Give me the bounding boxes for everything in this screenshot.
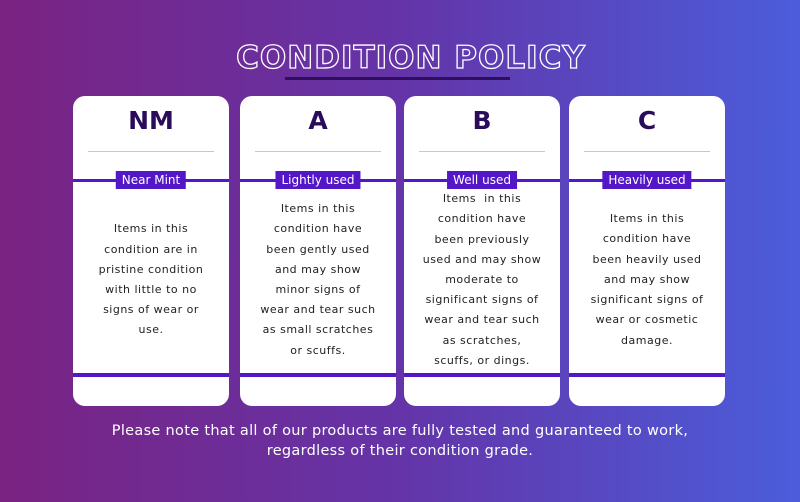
description-line: used and may show bbox=[422, 252, 542, 266]
title-svg: CONDITION POLICY bbox=[236, 39, 586, 76]
description-line: and may show bbox=[603, 272, 691, 286]
bottom-band bbox=[569, 373, 725, 377]
label: Near Mint bbox=[115, 171, 187, 189]
description-line: condition have bbox=[602, 232, 692, 246]
grade: C bbox=[637, 106, 657, 135]
description-line: or scuffs. bbox=[290, 343, 346, 357]
bottom-band bbox=[404, 373, 560, 377]
description-line: scuffs, or dings. bbox=[434, 353, 530, 367]
title: CONDITION POLICY bbox=[236, 40, 586, 76]
description: Items in this condition have been previous… bbox=[404, 192, 560, 368]
description-line: been heavily used bbox=[592, 252, 702, 266]
description-line: and may show bbox=[274, 262, 362, 276]
description-line: Items in this bbox=[609, 212, 685, 226]
description-line: with little to no bbox=[105, 283, 197, 296]
description-line: wear and tear such bbox=[424, 313, 540, 327]
description-line: been previously bbox=[434, 232, 530, 246]
footer-line: regardless of their condition grade. bbox=[266, 443, 534, 459]
footer-line: Please note that all of our products are… bbox=[111, 423, 689, 439]
description-line: significant signs of bbox=[590, 293, 704, 307]
title-underline bbox=[285, 77, 510, 80]
description-line: condition are in bbox=[104, 242, 198, 256]
card: C Heavily used Items in this condition have… bbox=[569, 96, 725, 406]
description-line: been gently used bbox=[266, 242, 370, 256]
bottom-band bbox=[73, 373, 229, 377]
description-line: moderate to bbox=[445, 272, 519, 286]
description-line: as scratches, bbox=[442, 333, 522, 347]
label: Heavily used bbox=[602, 171, 692, 189]
divider bbox=[584, 151, 710, 152]
grade: B bbox=[472, 106, 492, 135]
card: A Lightly used Items in this condition have… bbox=[240, 96, 396, 406]
description-line: Items in this bbox=[442, 192, 522, 206]
description-line: use. bbox=[138, 323, 164, 337]
bottom-band bbox=[240, 373, 396, 377]
description-line: minor signs of bbox=[275, 283, 361, 296]
description-line: wear and tear such bbox=[260, 303, 376, 317]
footer: Please note that all of our products are… bbox=[0, 421, 800, 461]
description-line: significant signs of bbox=[425, 293, 539, 307]
description-line: Items in this bbox=[113, 222, 189, 236]
card: NM Near Mint Items in this condition are in… bbox=[73, 96, 229, 406]
divider bbox=[88, 151, 214, 152]
grade: NM bbox=[128, 106, 174, 135]
description-line: Items in this bbox=[280, 202, 356, 216]
description-line: signs of wear or bbox=[103, 303, 199, 317]
description-line: wear or cosmetic bbox=[595, 313, 699, 327]
grade: A bbox=[308, 106, 328, 135]
description: Items in this condition have been gently u… bbox=[240, 192, 396, 368]
card: B Well used Items in this condition have bee… bbox=[404, 96, 560, 406]
description-line: condition have bbox=[273, 222, 363, 236]
divider bbox=[419, 151, 545, 152]
divider bbox=[255, 151, 381, 152]
description-line: as small scratches bbox=[262, 323, 374, 337]
description: Items in this condition have been heavily … bbox=[569, 192, 725, 368]
label: Lightly used bbox=[275, 171, 361, 189]
label: Well used bbox=[447, 171, 517, 189]
description-line: pristine condition bbox=[98, 262, 204, 276]
description-line: condition have bbox=[437, 212, 527, 226]
description: Items in this condition are in pristine co… bbox=[73, 192, 229, 368]
description-line: damage. bbox=[621, 333, 673, 347]
